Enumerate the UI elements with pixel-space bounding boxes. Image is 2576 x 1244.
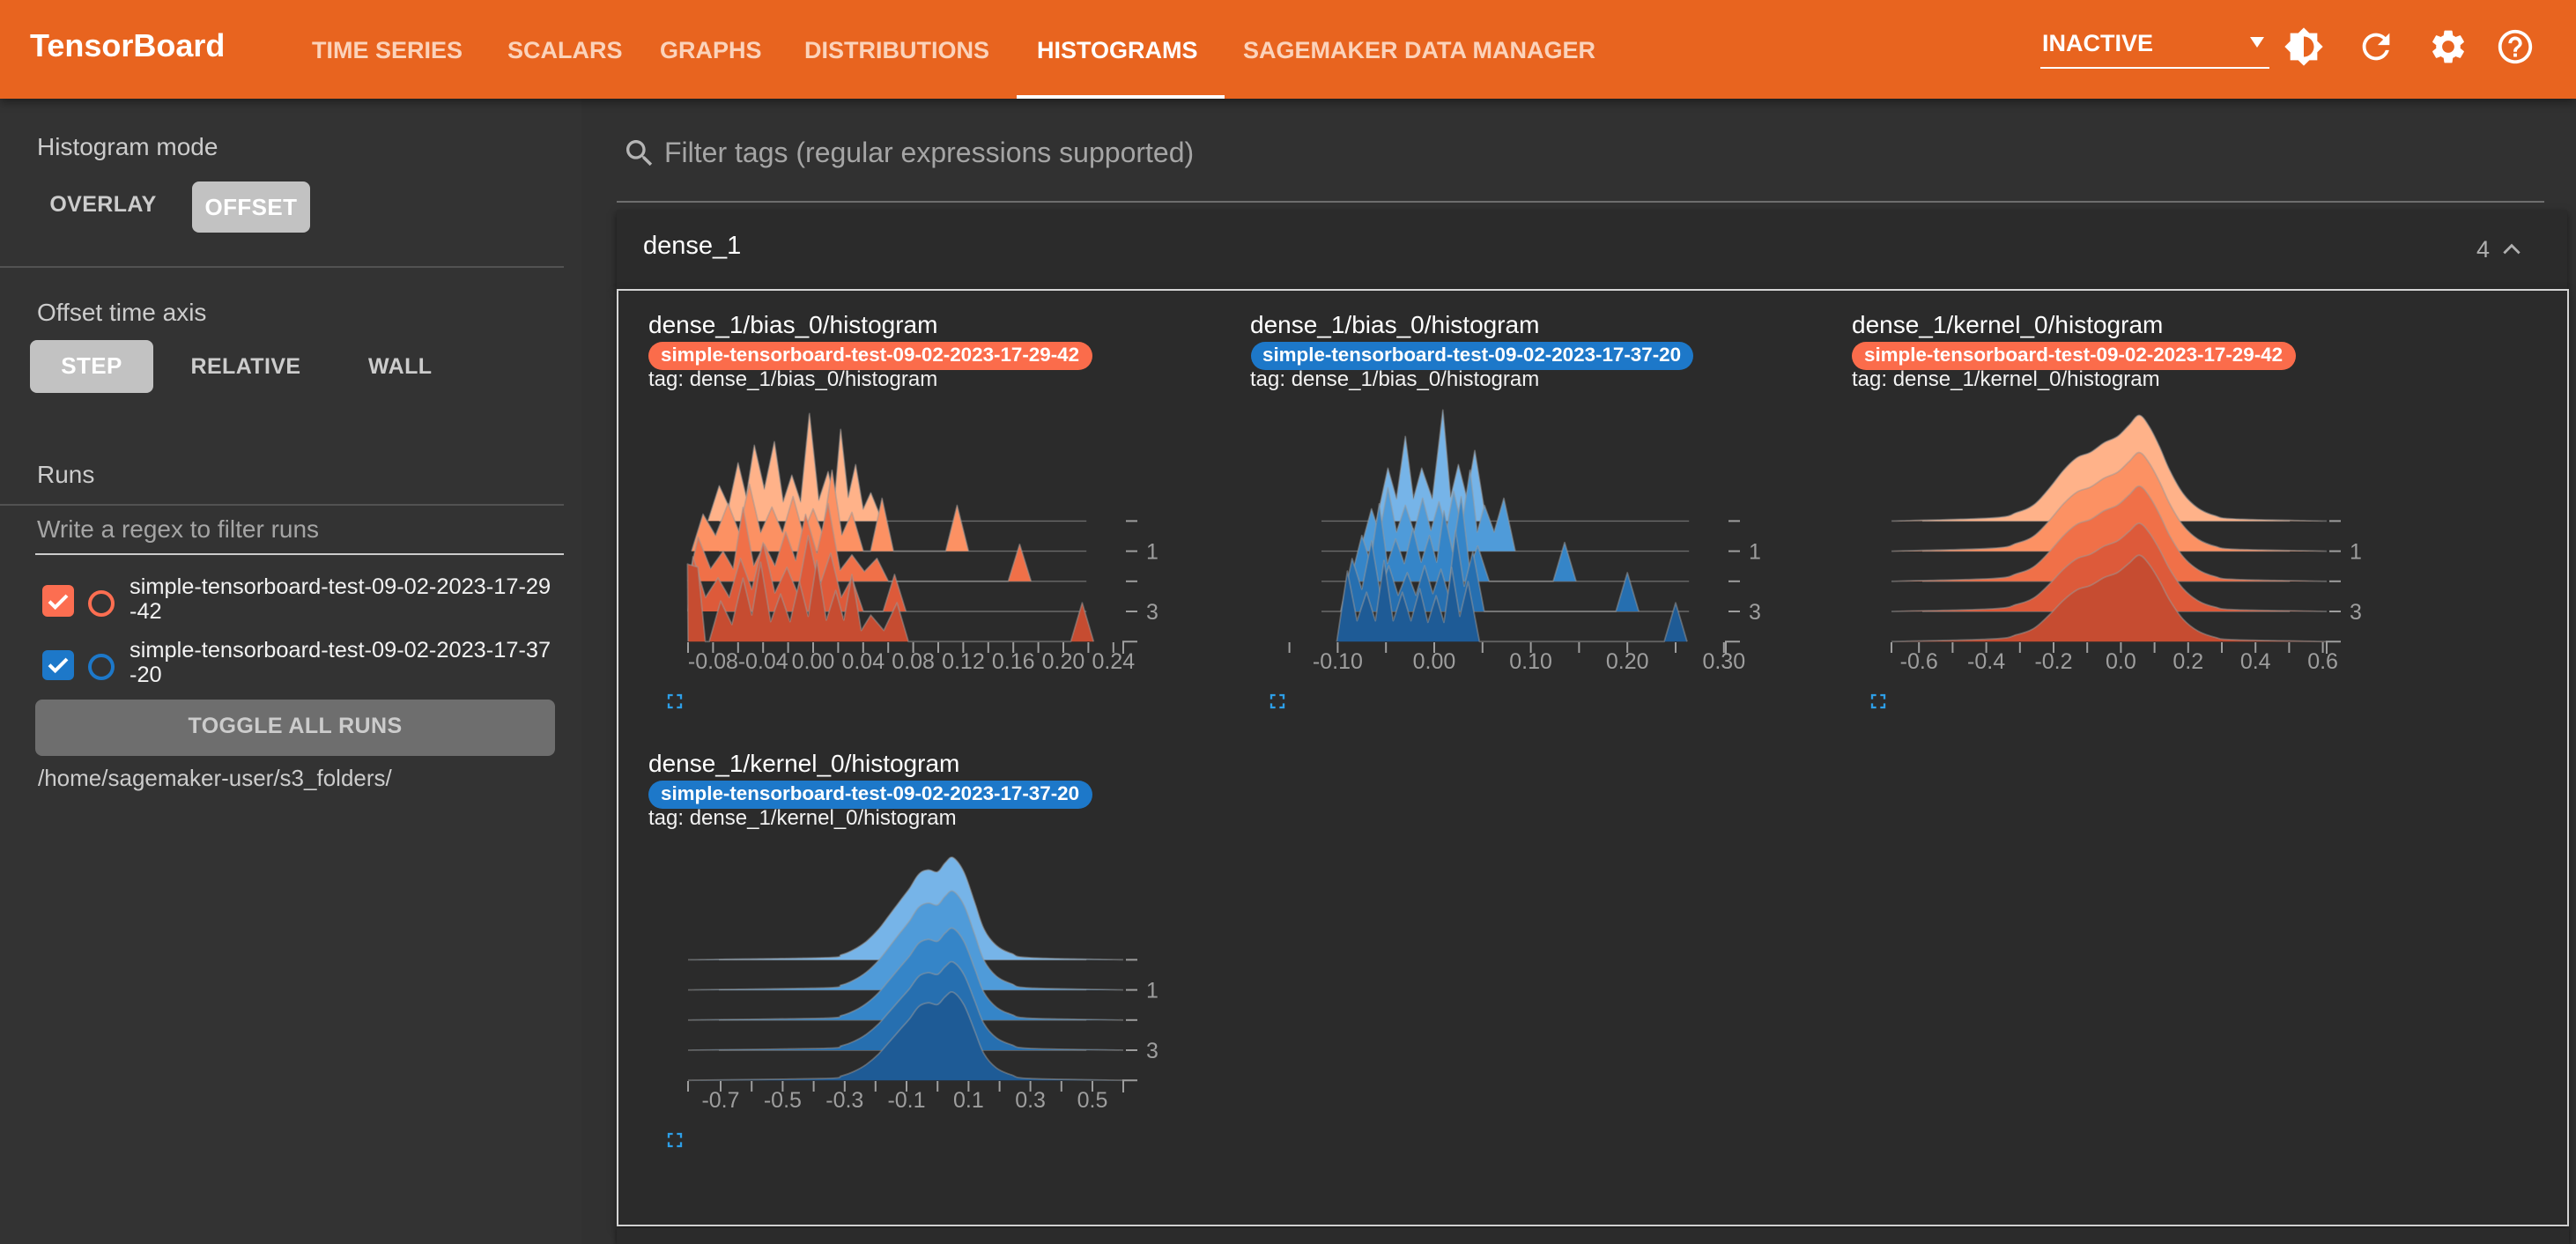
svg-text:3: 3: [1146, 599, 1158, 624]
svg-text:0.00: 0.00: [792, 648, 835, 673]
svg-text:0.04: 0.04: [841, 648, 885, 673]
svg-text:0.20: 0.20: [1042, 648, 1085, 673]
svg-text:0.30: 0.30: [1701, 648, 1744, 673]
svg-text:0.20: 0.20: [1605, 648, 1648, 673]
svg-text:0.5: 0.5: [1077, 1087, 1108, 1112]
svg-text:3: 3: [2350, 599, 2362, 624]
svg-text:0.2: 0.2: [2173, 648, 2203, 673]
svg-text:-0.1: -0.1: [887, 1087, 925, 1112]
svg-text:3: 3: [1748, 599, 1760, 624]
svg-text:-0.4: -0.4: [1967, 648, 2005, 673]
svg-text:0.10: 0.10: [1508, 648, 1551, 673]
svg-text:0.6: 0.6: [2307, 648, 2338, 673]
svg-text:-0.7: -0.7: [701, 1087, 739, 1112]
svg-text:0.0: 0.0: [2106, 648, 2136, 673]
svg-text:-0.10: -0.10: [1312, 648, 1362, 673]
svg-text:-0.3: -0.3: [825, 1087, 863, 1112]
svg-text:1: 1: [1146, 978, 1158, 1003]
svg-text:-0.2: -0.2: [2034, 648, 2072, 673]
svg-text:1: 1: [1146, 539, 1158, 564]
svg-text:0.24: 0.24: [1092, 648, 1135, 673]
svg-text:0.08: 0.08: [892, 648, 935, 673]
svg-text:3: 3: [1146, 1038, 1158, 1063]
svg-text:-0.5: -0.5: [764, 1087, 802, 1112]
svg-text:-0.08: -0.08: [688, 648, 738, 673]
svg-text:1: 1: [1748, 539, 1760, 564]
svg-text:0.12: 0.12: [942, 648, 985, 673]
svg-text:1: 1: [2350, 539, 2362, 564]
svg-text:0.3: 0.3: [1015, 1087, 1046, 1112]
svg-text:0.4: 0.4: [2240, 648, 2271, 673]
svg-text:0.1: 0.1: [953, 1087, 984, 1112]
svg-text:0.00: 0.00: [1412, 648, 1455, 673]
svg-text:-0.6: -0.6: [1900, 648, 1938, 673]
svg-text:0.16: 0.16: [992, 648, 1035, 673]
svg-text:-0.04: -0.04: [738, 648, 788, 673]
